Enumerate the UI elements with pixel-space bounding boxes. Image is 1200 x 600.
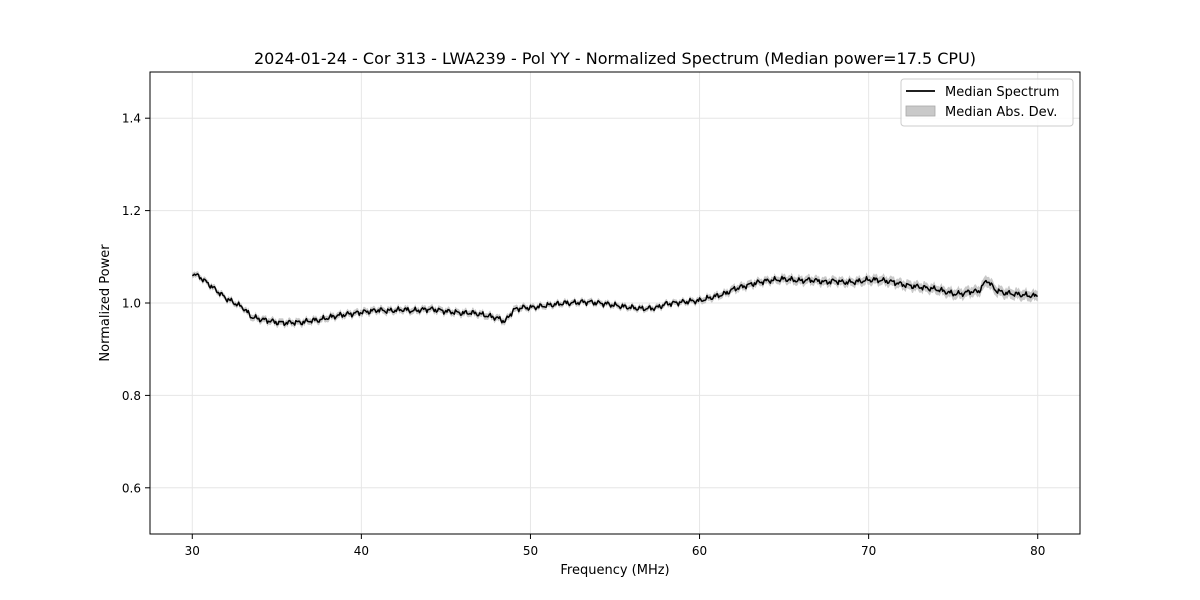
legend-label-median-abs-dev: Median Abs. Dev. (945, 105, 1057, 120)
legend-box (900, 78, 1074, 127)
x-tick-label: 80 (1030, 544, 1045, 558)
x-tick-label: 40 (354, 544, 369, 558)
legend-label-median-spectrum: Median Spectrum (945, 85, 1059, 100)
median-abs-dev-band (192, 271, 1038, 329)
x-axis-ticks: 30 40 50 60 70 80 (185, 534, 1045, 558)
y-tick-label: 0.8 (122, 389, 141, 403)
y-tick-label: 1.0 (122, 297, 141, 311)
y-tick-label: 1.2 (122, 204, 141, 218)
chart-title: 2024-01-24 - Cor 313 - LWA239 - Pol YY -… (254, 49, 976, 68)
x-tick-label: 70 (861, 544, 876, 558)
y-axis-ticks: 0.6 0.8 1.0 1.2 1.4 (122, 112, 150, 495)
y-tick-label: 1.4 (122, 112, 141, 126)
x-axis-label: Frequency (MHz) (560, 563, 669, 578)
median-spectrum-path (191, 273, 1038, 327)
x-tick-label: 30 (185, 544, 200, 558)
legend-band-swatch (905, 105, 936, 117)
y-axis-label: Normalized Power (98, 244, 113, 362)
legend: Median Spectrum Median Abs. Dev. (900, 78, 1074, 127)
x-tick-label: 50 (523, 544, 538, 558)
y-tick-label: 0.6 (122, 481, 141, 495)
mad-band-area (192, 271, 1038, 329)
x-tick-label: 60 (692, 544, 707, 558)
median-spectrum-line (191, 273, 1038, 327)
